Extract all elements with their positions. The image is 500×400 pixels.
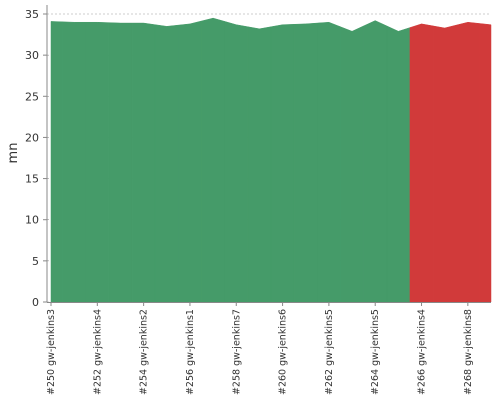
x-tick-label: #264 gw-jenkins5 xyxy=(370,309,381,395)
y-tick-label: 5 xyxy=(32,255,39,268)
area-segment xyxy=(50,21,63,303)
area-segment xyxy=(62,21,86,303)
area-segment xyxy=(456,21,480,303)
x-tick-label: #266 gw-jenkins4 xyxy=(417,309,428,395)
area-segment xyxy=(363,20,388,303)
y-tick-label: 10 xyxy=(25,214,39,227)
x-tick-label: #252 gw-jenkins4 xyxy=(92,309,103,395)
x-tick-label: #254 gw-jenkins2 xyxy=(139,309,150,395)
x-tick-label: #262 gw-jenkins5 xyxy=(324,309,335,395)
x-tick-label: #260 gw-jenkins6 xyxy=(278,309,289,395)
y-axis-label: mn xyxy=(6,143,21,164)
area-segment xyxy=(409,23,434,303)
x-tick-label: #250 gw-jenkins3 xyxy=(46,309,57,395)
area-segment xyxy=(317,21,341,303)
x-tick-label: #268 gw-jenkins8 xyxy=(463,309,474,395)
area-segment xyxy=(270,24,295,303)
area-segment xyxy=(224,21,249,303)
y-tick-label: 0 xyxy=(32,296,39,309)
area-segment xyxy=(154,24,179,303)
area-segment xyxy=(108,22,133,303)
y-tick-label: 15 xyxy=(25,173,39,186)
y-tick-label: 25 xyxy=(25,90,39,103)
area-segment xyxy=(247,26,272,303)
area-segment xyxy=(432,24,457,303)
area-segment xyxy=(201,17,225,303)
area-segment xyxy=(340,25,364,303)
x-tick-label: #258 gw-jenkins7 xyxy=(231,309,242,395)
area-segment xyxy=(293,22,318,303)
area-segment xyxy=(131,22,156,303)
y-tick-label: 20 xyxy=(25,131,39,144)
y-tick-label: 35 xyxy=(25,8,39,21)
x-tick-label: #256 gw-jenkins1 xyxy=(185,309,196,395)
area-segment xyxy=(479,23,492,303)
area-segment xyxy=(85,21,110,303)
area-segment xyxy=(386,25,411,303)
y-tick-label: 30 xyxy=(25,49,39,62)
area-segment xyxy=(178,20,202,303)
